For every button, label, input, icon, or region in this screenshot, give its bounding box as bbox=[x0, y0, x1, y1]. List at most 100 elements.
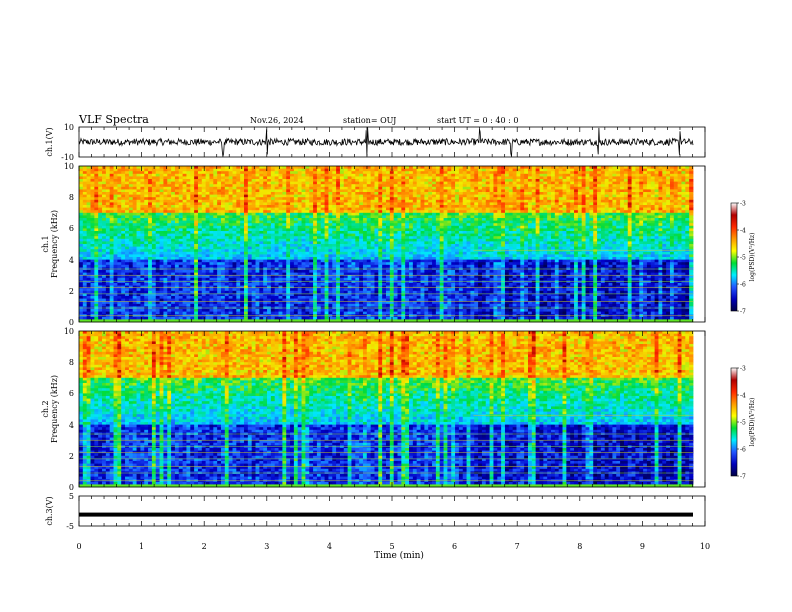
spectrogram-cell bbox=[117, 171, 122, 175]
spectrogram-cell bbox=[194, 205, 199, 208]
spectrogram-cell bbox=[255, 236, 260, 240]
spectrogram-cell bbox=[148, 168, 153, 172]
spectrogram-cell bbox=[316, 168, 322, 172]
spectrogram-cell bbox=[209, 220, 214, 224]
spectrogram-cell bbox=[128, 272, 134, 276]
spectrogram-cell bbox=[205, 303, 210, 307]
spectrogram-cell bbox=[121, 231, 126, 234]
spectrogram-cell bbox=[374, 231, 379, 234]
spectrogram-cell bbox=[293, 257, 299, 260]
spectrogram-cell bbox=[336, 189, 341, 193]
spectrogram-cell bbox=[151, 277, 157, 281]
spectrogram-cell bbox=[328, 207, 333, 211]
spectrogram-cell bbox=[209, 228, 214, 232]
spectrogram-cell bbox=[320, 257, 325, 260]
spectrogram-cell bbox=[117, 254, 122, 258]
spectrogram-cell bbox=[343, 296, 349, 299]
spectrogram-cell bbox=[282, 303, 287, 307]
spectrogram-cell bbox=[274, 275, 279, 279]
spectrogram-cell bbox=[339, 238, 345, 242]
spectrogram-cell bbox=[389, 181, 395, 185]
spectrogram-cell bbox=[374, 257, 379, 260]
spectrogram-cell bbox=[163, 290, 168, 294]
spectrogram-cell bbox=[274, 246, 279, 250]
spectrogram-cell bbox=[94, 298, 99, 302]
spectrogram-cell bbox=[267, 311, 272, 315]
spectrogram-cell bbox=[293, 290, 299, 294]
spectrogram-cell bbox=[301, 223, 306, 227]
spectrogram-cell bbox=[113, 197, 118, 201]
spectrogram-cell bbox=[220, 311, 226, 315]
spectrogram-cell bbox=[347, 257, 352, 260]
spectrogram-cell bbox=[205, 181, 210, 185]
spectrogram-cell bbox=[209, 231, 214, 234]
spectrogram-cell bbox=[270, 262, 276, 266]
spectrogram-cell bbox=[290, 207, 295, 211]
spectrogram-cell bbox=[194, 236, 199, 240]
spectrogram-cell bbox=[336, 225, 341, 229]
spectrogram-cell bbox=[94, 236, 99, 240]
spectrogram-cell bbox=[132, 228, 137, 232]
spectrogram-cell bbox=[263, 257, 268, 260]
spectrogram-cell bbox=[102, 290, 107, 294]
spectrogram-cell bbox=[309, 298, 314, 302]
spectrogram-cell bbox=[105, 231, 111, 234]
spectrogram-cell bbox=[98, 176, 103, 180]
spectrogram-cell bbox=[98, 285, 103, 289]
spectrogram-cell bbox=[270, 254, 276, 258]
spectrogram-cell bbox=[378, 238, 383, 242]
spectrogram-cell bbox=[128, 194, 134, 198]
spectrogram-cell bbox=[79, 173, 84, 177]
spectrogram-cell bbox=[247, 262, 253, 266]
spectrogram-cell bbox=[167, 251, 172, 255]
spectrogram-cell bbox=[236, 275, 241, 279]
spectrogram-cell bbox=[90, 251, 95, 255]
spectrogram-cell bbox=[159, 171, 164, 175]
spectrogram-cell bbox=[309, 296, 314, 299]
spectrogram-cell bbox=[82, 218, 88, 221]
spectrogram-cell bbox=[151, 207, 157, 211]
spectrogram-cell bbox=[355, 285, 360, 289]
spectrogram-cell bbox=[355, 207, 360, 211]
spectrogram-cell bbox=[286, 205, 291, 208]
spectrogram-cell bbox=[205, 215, 210, 219]
spectrogram-cell bbox=[259, 262, 264, 266]
spectrogram-cell bbox=[190, 197, 195, 201]
spectrogram-cell bbox=[148, 210, 153, 214]
spectrogram-cell bbox=[117, 199, 122, 203]
spectrogram-cell bbox=[366, 259, 372, 263]
spectrogram-cell bbox=[132, 166, 137, 169]
spectrogram-cell bbox=[301, 303, 306, 307]
spectrogram-cell bbox=[217, 197, 222, 201]
spectrogram-cell bbox=[355, 228, 360, 232]
spectrogram-cell bbox=[117, 251, 122, 255]
spectrogram-cell bbox=[128, 280, 134, 284]
spectrogram-cell bbox=[121, 233, 126, 237]
spectrogram-cell bbox=[151, 210, 157, 214]
spectrogram-cell bbox=[151, 176, 157, 180]
spectrogram-cell bbox=[159, 168, 164, 172]
spectrogram-cell bbox=[209, 207, 214, 211]
spectrogram-cell bbox=[174, 285, 180, 289]
spectrogram-cell bbox=[286, 301, 291, 305]
spectrogram-cell bbox=[240, 275, 245, 279]
spectrogram-cell bbox=[255, 290, 260, 294]
spectrogram-cell bbox=[102, 246, 107, 250]
spectrogram-cell bbox=[278, 173, 283, 177]
spectrogram-cell bbox=[182, 270, 187, 273]
spectrogram-cell bbox=[282, 166, 287, 169]
spectrogram-cell bbox=[259, 296, 264, 299]
spectrogram-cell bbox=[301, 168, 306, 172]
spectrogram-cell bbox=[247, 215, 253, 219]
spectrogram-cell bbox=[374, 233, 379, 237]
spectrogram-cell bbox=[224, 319, 230, 323]
spectrogram-cell bbox=[140, 238, 145, 242]
spectrogram-cell bbox=[244, 218, 249, 221]
spectrogram-cell bbox=[259, 293, 264, 297]
spectrogram-cell bbox=[144, 223, 149, 227]
spectrogram-cell bbox=[109, 244, 114, 247]
spectrogram-cell bbox=[378, 280, 383, 284]
spectrogram-cell bbox=[247, 275, 253, 279]
spectrogram-cell bbox=[163, 285, 168, 289]
spectrogram-cell bbox=[151, 205, 157, 208]
